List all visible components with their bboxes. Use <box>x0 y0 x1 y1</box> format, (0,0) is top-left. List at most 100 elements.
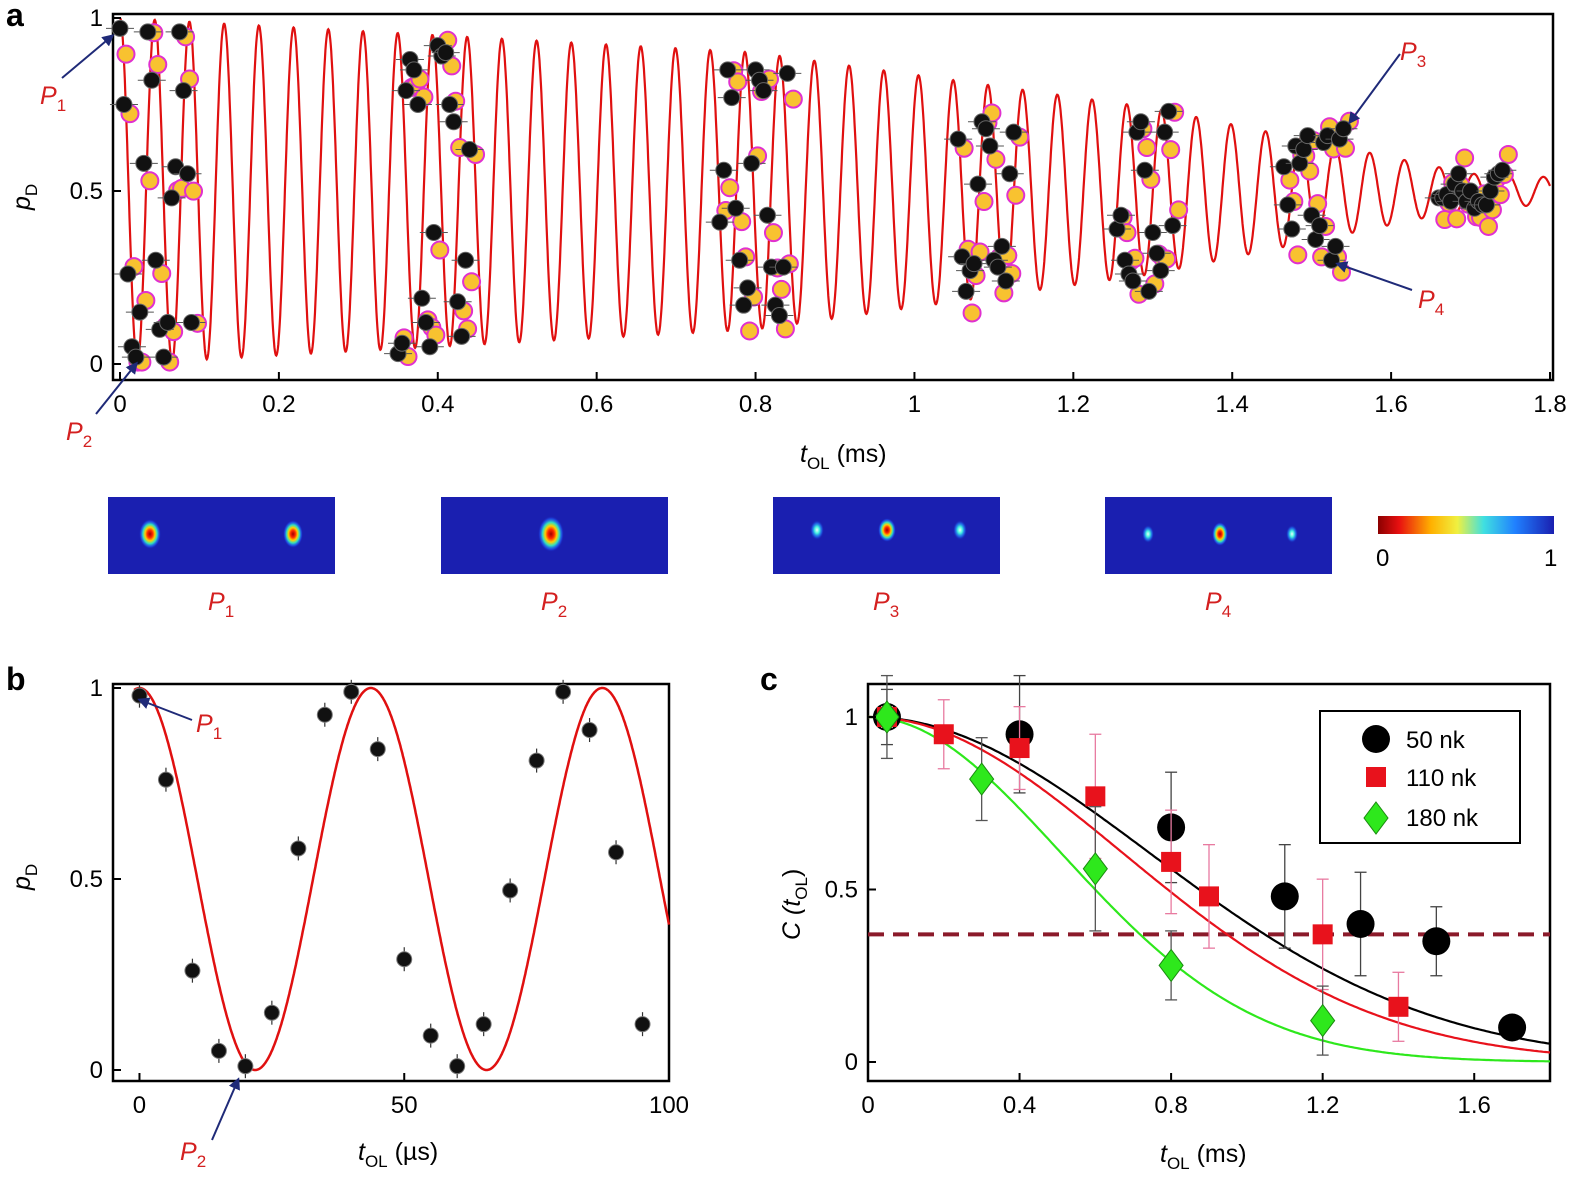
sim-point <box>184 181 204 201</box>
image-p3 <box>773 497 1000 574</box>
data-point <box>449 1058 466 1075</box>
sim-point <box>462 272 482 292</box>
sim-point <box>1161 140 1181 160</box>
colorbar-min-label: 0 <box>1376 545 1389 572</box>
panel-c-y-tick-label: 0.5 <box>825 877 858 904</box>
image-p1-label: P1 <box>208 588 234 621</box>
data-point <box>727 199 745 217</box>
data-point-50nk <box>1346 910 1375 938</box>
panel-b-y-ticks: 00.51 <box>70 675 121 1084</box>
data-point <box>743 154 761 172</box>
sim-point <box>1455 148 1475 168</box>
p1-marker-label: P1 <box>40 82 66 115</box>
data-point <box>997 272 1015 290</box>
data-point <box>608 844 625 861</box>
data-point-50nk <box>1498 1013 1527 1042</box>
panel-b-p1-label: P1 <box>196 710 222 743</box>
panel-a-x-tick-label: 1 <box>908 391 921 418</box>
sim-point <box>430 240 450 260</box>
data-point <box>453 327 471 345</box>
data-point-180nk <box>1082 851 1108 886</box>
data-point-50nk <box>1270 882 1299 911</box>
data-point <box>977 120 995 138</box>
data-point-50nk <box>1422 927 1451 956</box>
panel-a-fit-curve <box>119 17 1552 365</box>
panel-c-x-ticks: 0 0.4 0.8 1.2 1.6 <box>861 1073 1491 1119</box>
panel-a-x-tick-label: 0 <box>113 391 126 418</box>
data-point <box>119 265 137 283</box>
legend-box <box>1319 710 1521 844</box>
data-point <box>155 348 173 366</box>
panel-c-x-tick-label: 0.8 <box>1154 1092 1187 1119</box>
sim-point <box>974 192 994 212</box>
panel-b-p2-label: P2 <box>180 1138 206 1171</box>
panel-a-y-tick-label: 1 <box>90 5 103 32</box>
data-point <box>183 313 200 331</box>
data-point <box>778 64 796 82</box>
data-point <box>159 313 177 331</box>
data-point-110nk <box>1161 851 1182 872</box>
panel-b-data-points <box>131 679 651 1079</box>
data-point-110nk <box>1312 924 1333 945</box>
panel-c-y-ticks: 00.51 <box>825 704 876 1076</box>
data-point <box>989 258 1007 276</box>
panel-a-y-tick-label: 0.5 <box>70 178 103 205</box>
p3-marker-label: P3 <box>1400 38 1426 71</box>
data-point <box>1152 262 1170 280</box>
data-point <box>1148 244 1166 262</box>
panel-c-legend: 50 nk 110 nk 180 nk <box>1319 710 1521 844</box>
panel-c-x-tick-label: 0.4 <box>1003 1092 1036 1119</box>
data-point <box>634 1016 651 1033</box>
sim-point <box>148 55 168 75</box>
sim-point <box>1288 245 1308 265</box>
data-point-110nk <box>1199 886 1219 907</box>
panel-a-x-ticks: 0 0.2 0.4 0.6 0.8 1 1.2 1.4 1.6 1.8 <box>113 372 1567 418</box>
panel-b-x-tick-label: 50 <box>391 1092 418 1119</box>
data-point <box>157 771 174 788</box>
image-p1-spot-left <box>139 519 161 549</box>
data-point <box>1124 272 1142 290</box>
panel-c-data-points <box>872 674 1527 1056</box>
panel-c-x-tick-label: 0 <box>861 1092 874 1119</box>
data-point-180nk <box>1158 948 1184 983</box>
panel-c-label: c <box>760 661 778 697</box>
data-point <box>1493 161 1511 179</box>
panel-b-x-tick-label: 0 <box>133 1092 146 1119</box>
panel-a-x-tick-label: 1.2 <box>1057 391 1090 418</box>
image-p4-spot-center <box>1212 522 1228 546</box>
data-point <box>210 1042 227 1059</box>
data-point <box>115 96 133 113</box>
panel-a-fit-line <box>119 17 1552 365</box>
data-point <box>422 1027 439 1044</box>
sim-point <box>740 321 760 341</box>
image-p2-spot-center <box>538 516 564 552</box>
data-point <box>1164 217 1182 235</box>
image-p2 <box>441 497 668 574</box>
data-point <box>343 683 360 700</box>
data-point <box>1005 123 1023 141</box>
data-point <box>393 334 411 352</box>
panel-b-y-tick-label: 0.5 <box>70 866 103 893</box>
sim-point <box>1169 200 1189 220</box>
data-point <box>993 237 1011 255</box>
image-p2-label: P2 <box>541 588 567 621</box>
data-point <box>437 44 455 62</box>
p4-marker-label: P4 <box>1418 286 1444 319</box>
panel-c-x-tick-label: 1.6 <box>1458 1092 1491 1119</box>
data-point <box>758 206 776 224</box>
data-point <box>290 840 307 857</box>
data-point <box>131 303 149 321</box>
data-point <box>1140 282 1158 300</box>
data-point <box>413 289 431 307</box>
sim-point <box>1447 209 1467 229</box>
data-point-180nk <box>874 700 900 734</box>
data-point <box>441 96 459 113</box>
image-p4-spot-left <box>1142 525 1154 543</box>
sim-point <box>728 72 748 92</box>
panel-a-x-tick-label: 0.4 <box>421 391 454 418</box>
data-point <box>715 161 733 179</box>
panel-b-y-tick-label: 0 <box>90 1057 103 1084</box>
image-p3-label: P3 <box>873 588 899 621</box>
legend-label-180nk: 180 nk <box>1406 805 1479 832</box>
